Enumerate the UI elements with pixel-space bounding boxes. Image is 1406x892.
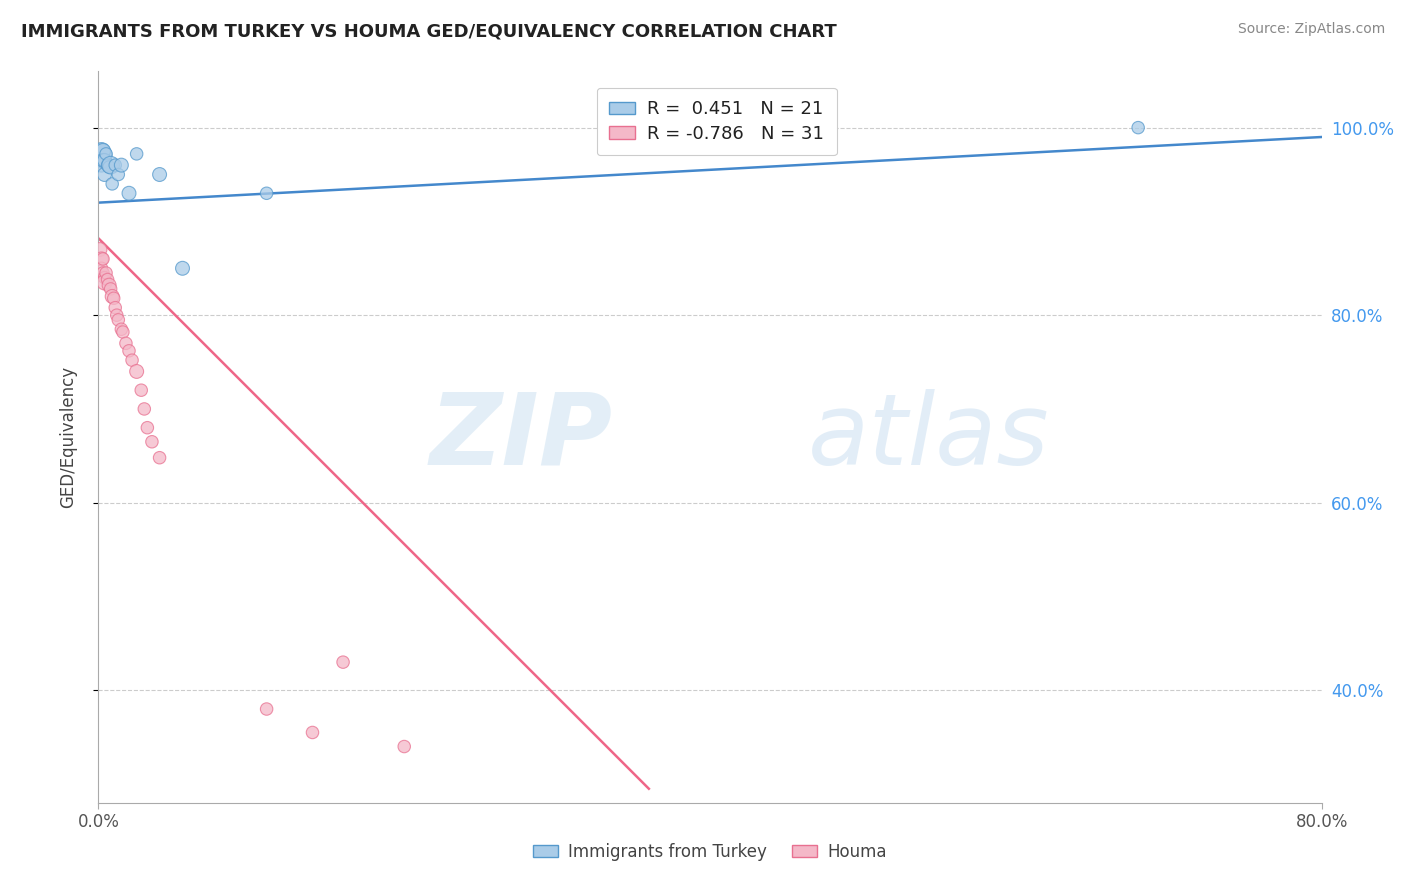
- Point: [125, 364, 148, 378]
- Point: [1128, 120, 1150, 135]
- Point: [103, 291, 125, 305]
- Point: [105, 308, 128, 322]
- Point: [97, 158, 120, 172]
- Point: [134, 401, 156, 416]
- Point: [91, 144, 114, 158]
- Text: Source: ZipAtlas.com: Source: ZipAtlas.com: [1237, 22, 1385, 37]
- Point: [89, 149, 111, 163]
- Point: [115, 336, 138, 351]
- Point: [136, 420, 159, 434]
- Point: [90, 144, 112, 158]
- Point: [129, 383, 152, 397]
- Point: [149, 168, 172, 182]
- Point: [91, 252, 114, 266]
- Point: [98, 160, 121, 174]
- Point: [101, 177, 124, 191]
- Point: [90, 252, 112, 266]
- Point: [104, 158, 127, 172]
- Point: [121, 353, 143, 368]
- Text: ZIP: ZIP: [429, 389, 612, 485]
- Point: [301, 725, 323, 739]
- Point: [125, 147, 148, 161]
- Legend: Immigrants from Turkey, Houma: Immigrants from Turkey, Houma: [527, 837, 893, 868]
- Point: [97, 272, 120, 286]
- Point: [118, 186, 141, 201]
- Point: [107, 313, 129, 327]
- Point: [101, 289, 124, 303]
- Point: [94, 147, 117, 161]
- Point: [172, 261, 194, 276]
- Point: [90, 261, 112, 276]
- Text: atlas: atlas: [808, 389, 1049, 485]
- Point: [107, 168, 129, 182]
- Point: [104, 301, 127, 315]
- Point: [118, 343, 141, 358]
- Point: [98, 278, 121, 293]
- Point: [110, 322, 132, 336]
- Point: [90, 158, 112, 172]
- Point: [332, 655, 354, 669]
- Point: [149, 450, 172, 465]
- Point: [141, 434, 163, 449]
- Point: [111, 325, 134, 339]
- Point: [94, 266, 117, 280]
- Point: [93, 153, 115, 168]
- Point: [93, 168, 115, 182]
- Point: [256, 186, 278, 201]
- Point: [91, 153, 114, 168]
- Point: [89, 243, 111, 257]
- Point: [392, 739, 416, 754]
- Point: [91, 266, 114, 280]
- Point: [256, 702, 278, 716]
- Point: [100, 158, 122, 172]
- Point: [93, 270, 115, 285]
- Text: IMMIGRANTS FROM TURKEY VS HOUMA GED/EQUIVALENCY CORRELATION CHART: IMMIGRANTS FROM TURKEY VS HOUMA GED/EQUI…: [21, 22, 837, 40]
- Point: [93, 276, 115, 290]
- Y-axis label: GED/Equivalency: GED/Equivalency: [59, 366, 77, 508]
- Point: [110, 158, 132, 172]
- Point: [100, 282, 122, 296]
